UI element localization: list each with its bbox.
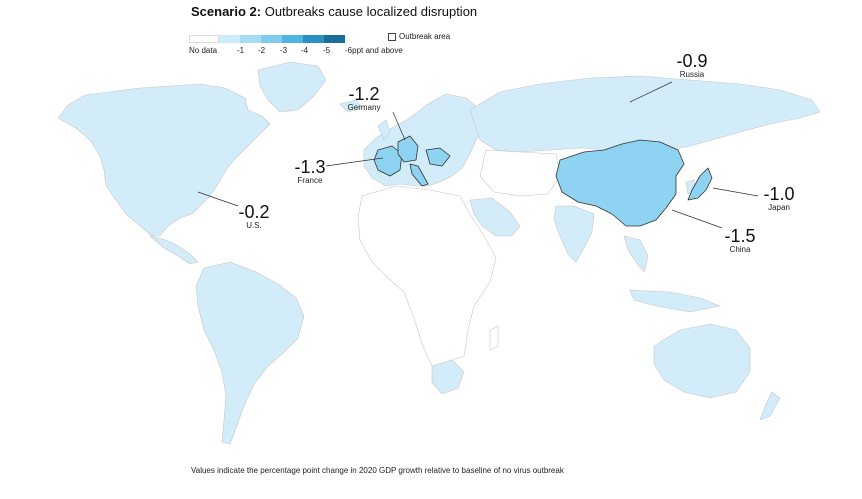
region-madagascar	[489, 325, 499, 351]
callout-china: -1.5 China	[720, 227, 760, 254]
callout-china-value: -1.5	[724, 226, 756, 246]
callout-germany-name: Germany	[347, 103, 381, 112]
title-rest: Outbreaks cause localized disruption	[261, 4, 478, 19]
region-balkans	[425, 147, 451, 167]
outbreak-key: Outbreak area	[388, 32, 450, 41]
region-india	[553, 205, 595, 263]
callout-germany: -1.2 Germany	[342, 85, 386, 112]
callout-france: -1.3 France	[290, 158, 330, 185]
legend-label-1: -1	[237, 46, 245, 55]
region-arabia	[469, 197, 521, 237]
callout-japan: -1.0 Japan	[758, 185, 800, 212]
callout-china-name: China	[729, 245, 751, 254]
leader-russia	[629, 81, 673, 103]
callout-japan-name: Japan	[768, 203, 790, 212]
region-south-america	[195, 261, 305, 445]
leader-france	[325, 157, 384, 167]
legend-label-no-data: No data	[189, 46, 218, 55]
region-greenland	[257, 61, 327, 113]
legend-label-2: -2	[258, 46, 266, 55]
region-new-zealand	[759, 391, 781, 421]
legend: No data -1 -2 -3 -4 -5 -6ppt and above O…	[189, 32, 489, 65]
region-indonesia	[629, 289, 721, 313]
callout-us-value: -0.2	[238, 202, 270, 222]
legend-bins	[189, 35, 345, 43]
region-africa	[357, 185, 497, 367]
legend-swatch-4	[282, 35, 303, 43]
callout-russia-value: -0.9	[676, 51, 708, 71]
legend-label-5: -5	[323, 46, 331, 55]
region-uk	[377, 119, 391, 141]
region-central-america	[149, 235, 199, 265]
callout-germany-value: -1.2	[348, 84, 380, 104]
region-australia	[653, 323, 751, 399]
region-france	[373, 145, 403, 177]
region-north-america	[57, 83, 271, 237]
callout-japan-value: -1.0	[763, 184, 795, 204]
legend-label-3: -3	[280, 46, 288, 55]
callout-us-name: U.S.	[246, 221, 262, 230]
outbreak-label: Outbreak area	[399, 32, 451, 41]
callout-russia-name: Russia	[679, 70, 705, 79]
leader-china	[671, 209, 723, 229]
legend-swatch-no-data	[189, 35, 219, 43]
callout-france-name: France	[297, 176, 323, 185]
legend-label-4: -4	[301, 46, 309, 55]
legend-swatch-1	[219, 35, 240, 43]
callout-france-value: -1.3	[294, 157, 326, 177]
leader-us	[197, 191, 239, 207]
outbreak-swatch	[388, 32, 396, 41]
region-iceland	[339, 99, 363, 113]
leader-japan	[712, 187, 759, 197]
region-central-asia	[479, 149, 561, 197]
region-china	[555, 139, 685, 227]
legend-label-6: -6ppt and above	[345, 46, 403, 55]
title-bold: Scenario 2:	[191, 4, 262, 19]
chart-title: Scenario 2: Outbreaks cause localized di…	[191, 4, 477, 19]
legend-swatch-2	[240, 35, 261, 43]
region-italy	[409, 163, 429, 187]
region-japan	[687, 167, 713, 201]
leader-germany	[392, 111, 406, 141]
callout-russia: -0.9 Russia	[672, 52, 712, 79]
region-southern-africa	[431, 359, 465, 395]
region-se-asia	[623, 235, 649, 273]
footnote: Values indicate the percentage point cha…	[191, 466, 564, 475]
legend-swatch-5	[303, 35, 324, 43]
callout-us: -0.2 U.S.	[234, 203, 274, 230]
legend-swatch-3	[261, 35, 282, 43]
legend-swatch-6	[324, 35, 345, 43]
region-germany	[397, 135, 419, 163]
region-russia	[469, 75, 821, 153]
